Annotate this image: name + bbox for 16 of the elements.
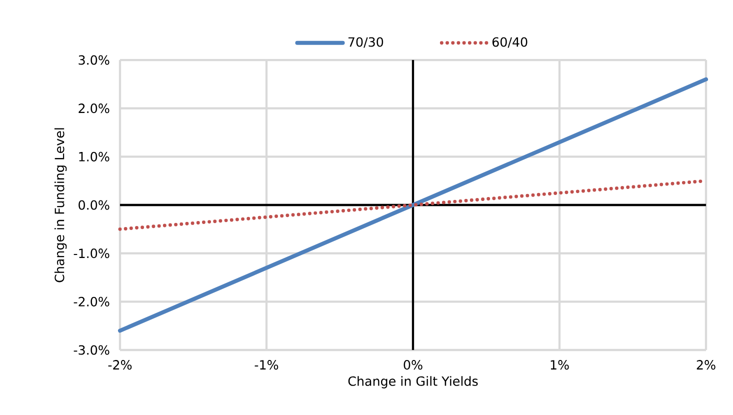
y-tick-label: -2.0% [74, 296, 110, 306]
y-tick-label: 3.0% [78, 55, 110, 65]
x-tick-label: -2% [108, 360, 132, 370]
y-tick-label: -3.0% [74, 345, 110, 355]
legend-label: 70/30 [348, 37, 384, 48]
x-tick-label: 2% [696, 360, 716, 370]
x-tick-label: -1% [254, 360, 278, 370]
y-tick-label: 2.0% [78, 104, 110, 114]
x-axis-title: Change in Gilt Yields [348, 376, 478, 388]
x-tick-label: 0% [404, 360, 422, 370]
legend-label: 60/40 [492, 37, 528, 48]
y-tick-label: 0.0% [78, 200, 110, 210]
x-tick-label: 1% [550, 360, 569, 370]
y-tick-label: -1.0% [74, 248, 110, 258]
y-tick-label: 1.0% [79, 152, 110, 162]
y-axis-title: Change in Funding Level [54, 128, 67, 282]
